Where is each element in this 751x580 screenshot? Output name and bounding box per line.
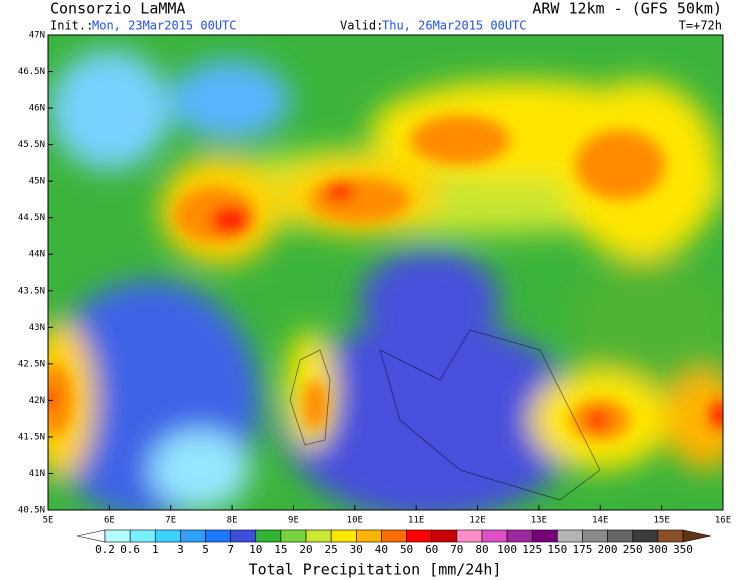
colorbar-box [104, 529, 131, 543]
colorbar-title: Total Precipitation [mm/24h] [249, 561, 502, 579]
lat-label: 46N [29, 104, 45, 114]
lon-label: 13E [531, 516, 547, 526]
colorbar-label: 25 [325, 543, 338, 556]
colorbar-label: 125 [522, 543, 542, 556]
model: ARW 12km - (GFS 50km) [532, 0, 722, 18]
colorbar-box [582, 529, 608, 543]
precip-field [48, 35, 723, 510]
colorbar-label: 3 [177, 543, 184, 556]
lon-label: 8E [227, 516, 238, 526]
colorbar-box [632, 529, 659, 543]
colorbar-box [230, 529, 257, 543]
colorbar-box [255, 529, 282, 543]
colorbar-box [481, 529, 508, 543]
colorbar-label: 7 [227, 543, 234, 556]
colorbar-label: 5 [202, 543, 209, 556]
lat-label: 46.5N [18, 67, 45, 77]
lat-label: 43N [29, 323, 45, 333]
init-time: Mon, 23Mar2015 00UTC [92, 19, 237, 33]
colorbar-box [330, 529, 357, 543]
lat-label: 41.5N [18, 432, 45, 442]
colorbar-label: 50 [400, 543, 413, 556]
colorbar-box [531, 529, 558, 543]
colorbar-box [607, 529, 634, 543]
colorbar-label: 300 [648, 543, 668, 556]
lat-label: 45.5N [18, 140, 45, 150]
valid-label: Valid: [340, 19, 383, 33]
lat-label: 42.5N [18, 359, 45, 369]
colorbar-box [280, 529, 307, 543]
colorbar-label: 150 [547, 543, 567, 556]
colorbar-box [205, 529, 231, 543]
colorbar-label: 1 [152, 543, 159, 556]
colorbar-arrow [682, 529, 712, 543]
lon-label: 14E [592, 516, 608, 526]
colorbar-box [431, 529, 458, 543]
colorbar-box [356, 529, 382, 543]
colorbar-label: 40 [375, 543, 388, 556]
colorbar-label: 20 [299, 543, 312, 556]
colorbar-arrow [76, 529, 106, 543]
lon-label: 9E [288, 516, 299, 526]
lon-label: 15E [654, 516, 670, 526]
colorbar-box [506, 529, 533, 543]
colorbar-box [456, 529, 483, 543]
colorbar-label: 15 [274, 543, 287, 556]
map-frame [47, 34, 724, 511]
colorbar-label: 30 [350, 543, 363, 556]
colorbar-label: 0.2 [95, 543, 115, 556]
colorbar-box [557, 529, 583, 543]
title: Consorzio LaMMA [50, 0, 185, 18]
lat-label: 40.5N [18, 506, 45, 516]
lat-label: 43.5N [18, 286, 45, 296]
lat-label: 45N [29, 177, 45, 187]
colorbar-box [154, 529, 181, 543]
colorbar-label: 70 [450, 543, 463, 556]
lat-label: 41N [29, 469, 45, 479]
lat-label: 42N [29, 396, 45, 406]
colorbar-box [381, 529, 407, 543]
colorbar-box [305, 529, 332, 543]
colorbar-label: 0.6 [120, 543, 140, 556]
lon-label: 6E [104, 516, 115, 526]
valid-time: Thu, 26Mar2015 00UTC [382, 19, 527, 33]
lon-label: 7E [165, 516, 176, 526]
colorbar-box [657, 529, 684, 543]
lon-label: 5E [43, 516, 54, 526]
lead-time: T=+72h [679, 19, 722, 33]
lon-label: 12E [469, 516, 485, 526]
colorbar-label: 10 [249, 543, 262, 556]
lat-label: 44N [29, 250, 45, 260]
lon-label: 16E [715, 516, 731, 526]
lat-label: 44.5N [18, 213, 45, 223]
lat-label: 47N [29, 31, 45, 41]
colorbar-label: 350 [673, 543, 693, 556]
colorbar-box [180, 529, 206, 543]
init-label: Init.: [50, 19, 93, 33]
colorbar-label: 60 [425, 543, 438, 556]
lon-label: 11E [408, 516, 424, 526]
colorbar-label: 250 [623, 543, 643, 556]
colorbar-label: 100 [497, 543, 517, 556]
lon-label: 10E [347, 516, 363, 526]
colorbar-box [406, 529, 432, 543]
colorbar-box [129, 529, 156, 543]
colorbar-label: 200 [598, 543, 618, 556]
colorbar-label: 175 [573, 543, 593, 556]
colorbar-label: 80 [475, 543, 488, 556]
